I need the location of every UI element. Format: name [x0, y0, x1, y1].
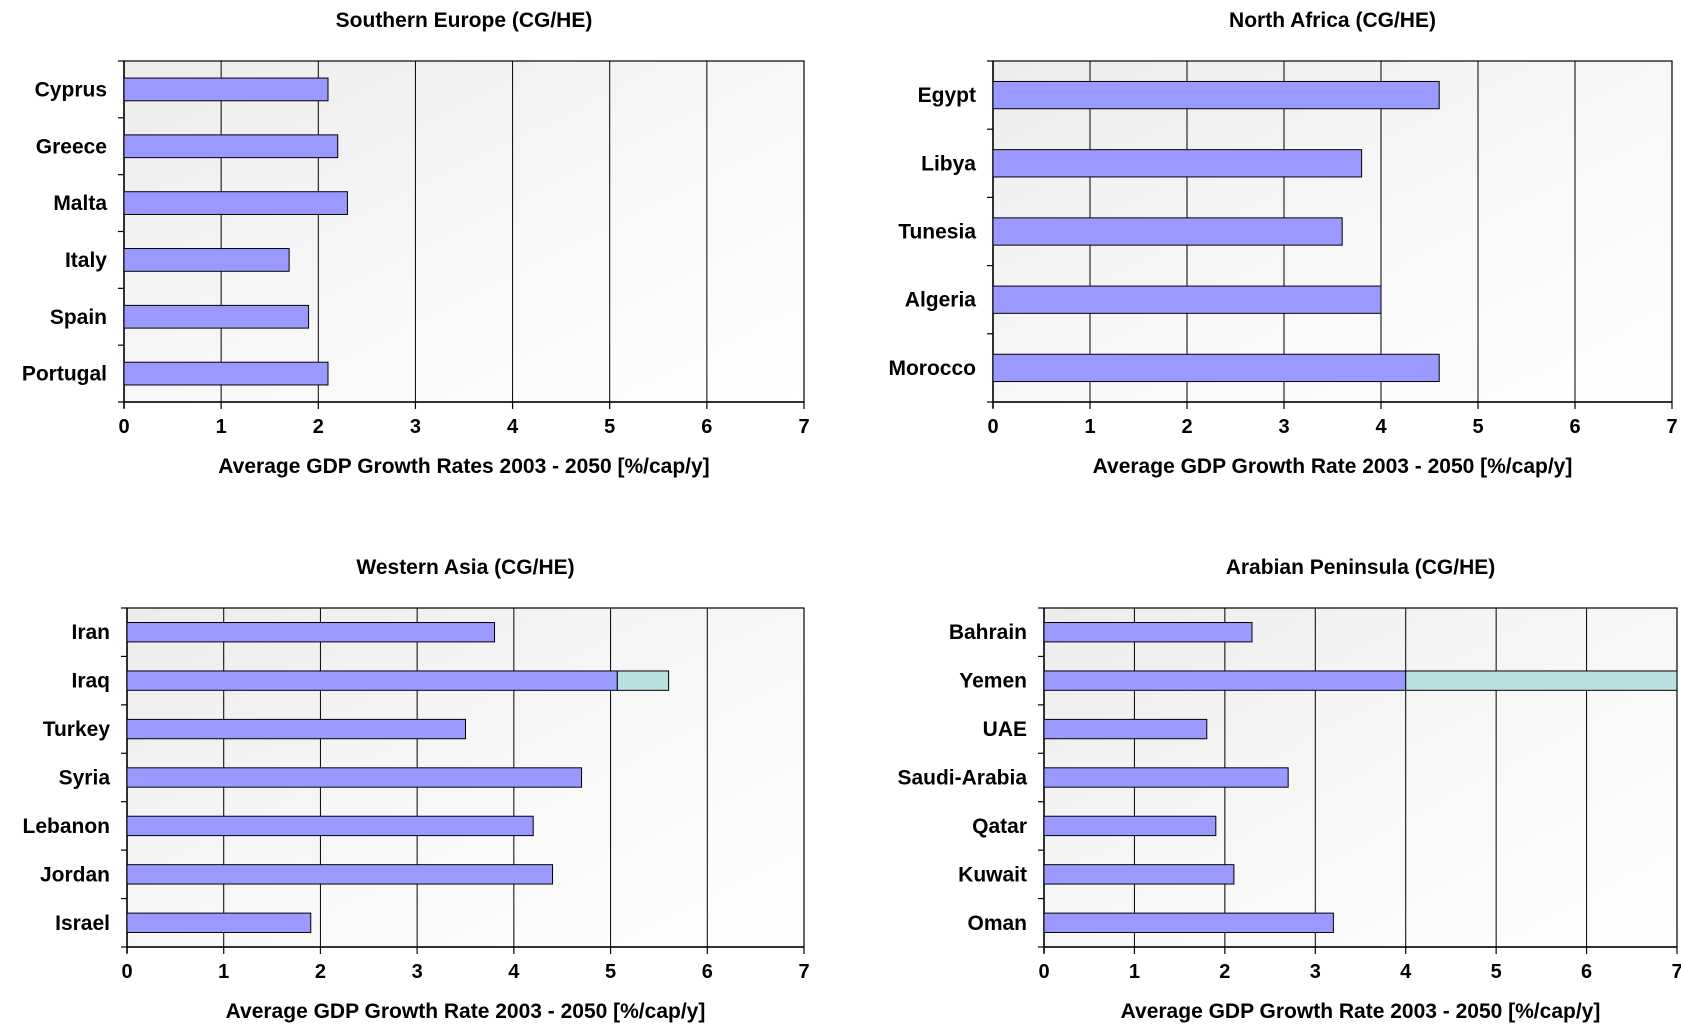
- x-tick-label: 3: [1310, 961, 1321, 983]
- bar-lebanon: [126, 815, 534, 837]
- bar-turkey: [126, 718, 466, 740]
- category-label: Syria: [59, 767, 111, 790]
- x-tick-label: 2: [1181, 416, 1192, 438]
- category-label: Israel: [55, 912, 110, 935]
- category-label: Tunesia: [898, 221, 976, 244]
- bar-kuwait: [1043, 864, 1235, 885]
- bar-portugal: [123, 361, 329, 386]
- x-axis-label: Average GDP Growth Rate 2003 - 2050 [%/c…: [1121, 1000, 1601, 1023]
- x-tick-label: 7: [1671, 961, 1681, 983]
- category-label: Morocco: [888, 357, 976, 380]
- bar-iran: [126, 622, 496, 643]
- chart-title: Western Asia (CG/HE): [356, 556, 574, 579]
- chart-1: 0 1 2 3 4 5 6 7 Cyprus Greece Malta Italy Spain Portu…: [22, 9, 810, 478]
- x-tick-label: 0: [118, 416, 129, 438]
- chart-title: North Africa (CG/HE): [1229, 9, 1436, 32]
- bar-egypt: [992, 80, 1440, 110]
- category-label: Saudi-Arabia: [897, 767, 1027, 790]
- bar-qatar: [1043, 815, 1217, 837]
- x-tick-label: 2: [315, 961, 326, 983]
- category-label: Spain: [50, 306, 107, 329]
- x-tick-label: 6: [1569, 416, 1580, 438]
- x-axis-label: Average GDP Growth Rate 2003 - 2050 [%/c…: [226, 1000, 706, 1023]
- bar-malta: [123, 191, 348, 215]
- x-tick-label: 2: [313, 416, 324, 438]
- bar-oman: [1043, 912, 1334, 933]
- bar-uae: [1043, 718, 1208, 740]
- x-tick-label: 6: [701, 416, 712, 438]
- category-label: Malta: [53, 192, 107, 215]
- x-tick-label: 1: [216, 416, 227, 438]
- x-tick-label: 0: [1038, 961, 1049, 983]
- x-tick-label: 6: [702, 961, 713, 983]
- category-label: Lebanon: [23, 815, 111, 838]
- category-label: Portugal: [22, 363, 107, 386]
- category-label: Yemen: [959, 670, 1027, 693]
- category-label: Oman: [967, 912, 1027, 935]
- x-tick-label: 1: [218, 961, 229, 983]
- x-axis-label: Average GDP Growth Rate 2003 - 2050 [%/c…: [1093, 455, 1573, 478]
- x-tick-label: 3: [410, 416, 421, 438]
- plot-area: [124, 61, 804, 402]
- chart-4: 0 1 2 3 4 5 6 7 Bahrain Yemen UAE Saudi-Arabia Qatar…: [897, 556, 1681, 1023]
- x-tick-label: 3: [1278, 416, 1289, 438]
- x-tick-label: 0: [987, 416, 998, 438]
- bar-tunesia: [992, 217, 1343, 246]
- bar-jordan: [126, 864, 554, 885]
- bar-syria: [126, 767, 583, 788]
- x-tick-label: 3: [412, 961, 423, 983]
- bar-israel: [126, 912, 312, 933]
- x-tick-label: 6: [1581, 961, 1592, 983]
- category-label: Libya: [921, 152, 976, 175]
- x-tick-label: 0: [121, 961, 132, 983]
- bar-yemen: [1043, 670, 1407, 691]
- bar-yemen: [1405, 670, 1678, 691]
- category-label: Greece: [36, 135, 107, 158]
- bar-saudi-arabia: [1043, 767, 1289, 788]
- x-tick-label: 7: [798, 416, 809, 438]
- category-label: Italy: [65, 249, 107, 272]
- bar-spain: [123, 304, 310, 329]
- bar-cyprus: [123, 77, 329, 102]
- category-label: Algeria: [905, 289, 977, 312]
- chart-3: 0 1 2 3 4 5 6 7 Iran Iraq Turkey Syria Lebanon Jordan…: [23, 556, 810, 1023]
- category-label: Iraq: [71, 670, 110, 693]
- x-tick-label: 1: [1129, 961, 1140, 983]
- bar-morocco: [992, 353, 1440, 383]
- x-tick-label: 5: [1472, 416, 1483, 438]
- category-label: Kuwait: [958, 863, 1027, 886]
- category-label: Turkey: [43, 718, 111, 741]
- bar-libya: [992, 149, 1363, 178]
- x-tick-label: 4: [1375, 416, 1387, 438]
- bar-algeria: [992, 285, 1382, 314]
- category-label: Bahrain: [949, 621, 1027, 644]
- x-tick-label: 5: [604, 416, 615, 438]
- category-label: Iran: [71, 621, 110, 644]
- chart-2: 0 1 2 3 4 5 6 7 Egypt Libya Tunesia Algeria Morocco N…: [888, 9, 1677, 478]
- bar-greece: [123, 134, 339, 159]
- bar-iraq: [616, 670, 670, 691]
- x-tick-label: 2: [1219, 961, 1230, 983]
- x-tick-label: 5: [1491, 961, 1502, 983]
- category-label: Egypt: [918, 84, 976, 107]
- chart-title: Southern Europe (CG/HE): [336, 9, 593, 32]
- bar-italy: [123, 248, 290, 272]
- category-label: Jordan: [40, 863, 110, 886]
- x-tick-label: 7: [1666, 416, 1677, 438]
- x-tick-label: 4: [508, 961, 520, 983]
- category-label: Cyprus: [35, 78, 107, 101]
- bar-bahrain: [1043, 622, 1253, 643]
- chart-title: Arabian Peninsula (CG/HE): [1226, 556, 1496, 579]
- x-tick-label: 4: [507, 416, 519, 438]
- x-tick-label: 5: [605, 961, 616, 983]
- category-label: UAE: [983, 718, 1027, 741]
- x-tick-label: 1: [1084, 416, 1095, 438]
- x-tick-label: 7: [798, 961, 809, 983]
- x-axis-label: Average GDP Growth Rates 2003 - 2050 [%/…: [218, 455, 709, 478]
- x-tick-label: 4: [1400, 961, 1412, 983]
- category-label: Qatar: [972, 815, 1027, 838]
- bar-iraq: [126, 670, 618, 691]
